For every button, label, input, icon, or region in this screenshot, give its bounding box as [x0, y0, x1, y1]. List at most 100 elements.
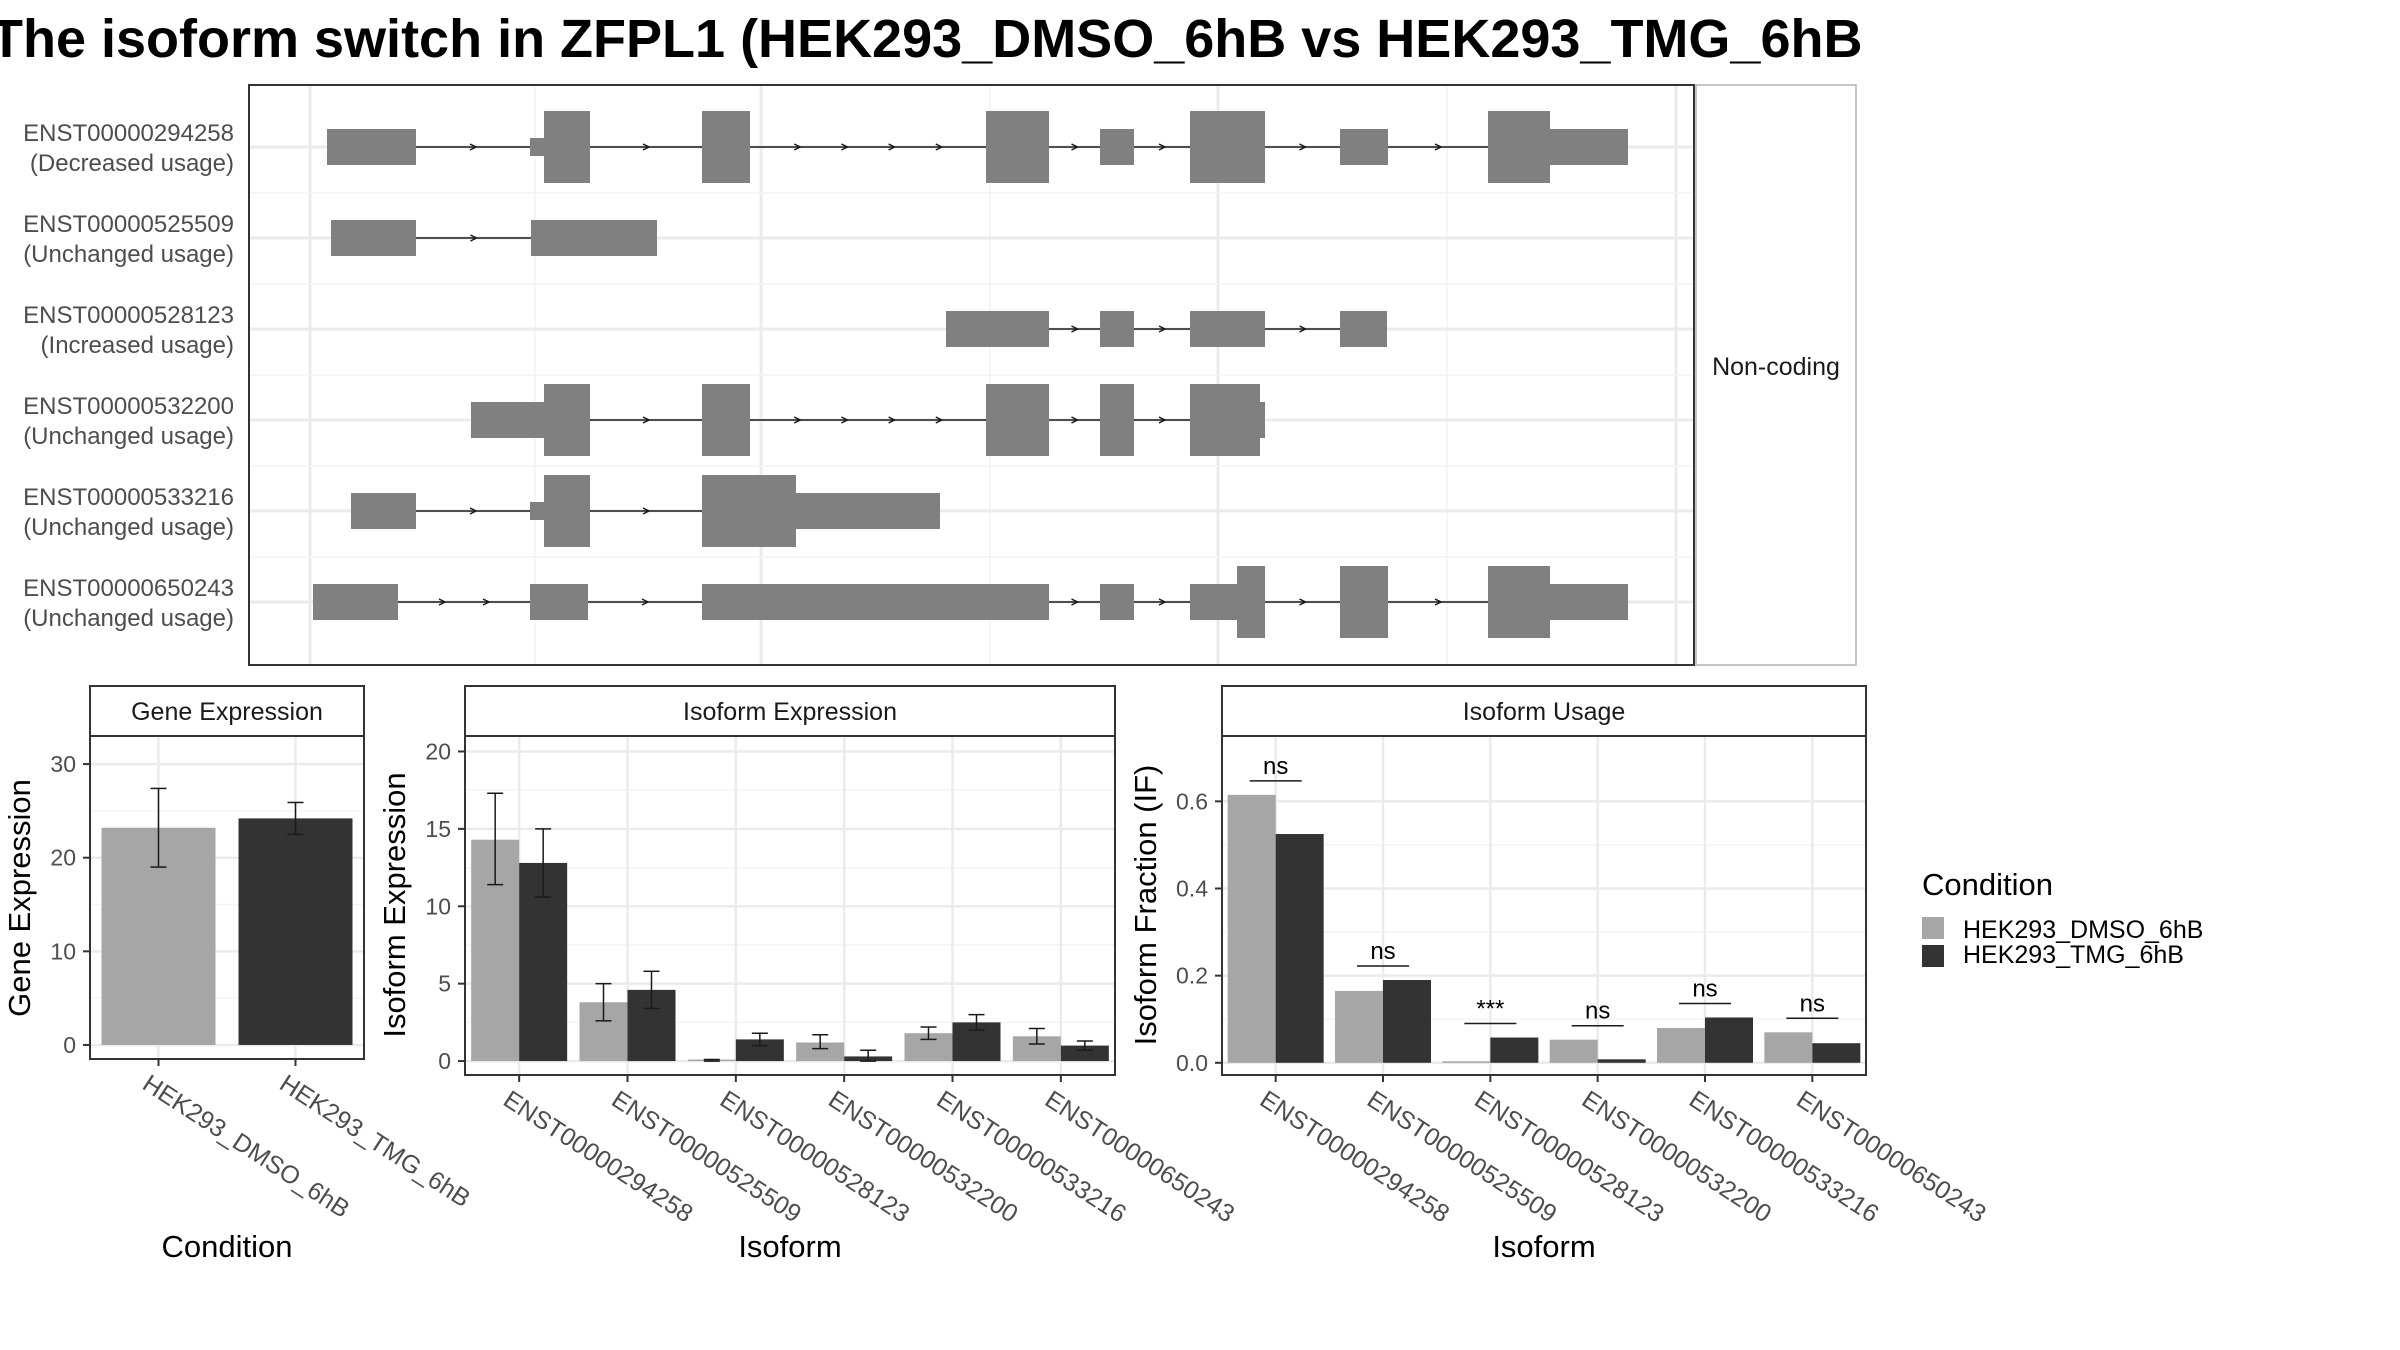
intron-direction-arrow [438, 598, 447, 606]
exon-block [351, 493, 416, 529]
exon-block [702, 111, 750, 183]
y-tick-label: 0 [438, 1048, 451, 1074]
x-tick-label: ENST00000294258 [1255, 1085, 1454, 1228]
y-tick-label: 20 [50, 845, 76, 871]
exon-block [327, 129, 416, 165]
bar-ENST00000650243-tmg [1812, 1043, 1861, 1063]
transcript-id-label: ENST00000532200 [23, 393, 234, 420]
intron-direction-arrow [1071, 598, 1080, 606]
x-tick-label: ENST00000650243 [1040, 1085, 1239, 1228]
exon-block [702, 475, 796, 547]
exon-block [1237, 566, 1265, 638]
intron-direction-arrow [935, 416, 944, 424]
x-tick-label: ENST00000294258 [498, 1085, 697, 1228]
transcript-structure-panel: ENST00000294258 (Decreased usage) ENST0000… [23, 84, 1857, 666]
intron-direction-arrow [641, 598, 650, 606]
x-tick-label: ENST00000532200 [1577, 1085, 1776, 1228]
transcript-usage-label: (Unchanged usage) [23, 241, 234, 268]
bar-ENST00000528123-dmso [1442, 1061, 1491, 1063]
bar-ENST00000525509-tmg [1383, 980, 1431, 1063]
x-tick-label: ENST00000528123 [715, 1085, 914, 1228]
strip-label: Isoform Expression [683, 698, 897, 726]
strip-label: Isoform Usage [1463, 698, 1626, 726]
y-tick-label: 15 [425, 816, 451, 842]
isoform-usage-panel: ns ns *** ns ns ns Isoform Usage 0.0 0.2 0.4 0.6 EN… [1128, 685, 1991, 1264]
y-tick-label: 0.0 [1176, 1050, 1208, 1076]
bar-ENST00000532200-dmso [796, 1042, 845, 1062]
bar-ENST00000650243-tmg [1060, 1045, 1109, 1062]
intron-direction-arrow [1158, 143, 1167, 151]
exon-block [544, 475, 590, 547]
intron-direction-arrow [1158, 416, 1167, 424]
bar-ENST00000294258-dmso [1227, 794, 1276, 1063]
y-tick-label: 5 [438, 971, 451, 997]
y-tick-label: 0 [63, 1032, 76, 1058]
bar-HEK293_TMG_6hB [238, 818, 353, 1045]
y-tick-label: 30 [50, 751, 76, 777]
legend-label-tmg: HEK293_TMG_6hB [1963, 941, 2184, 969]
figure-title: The isoform switch in ZFPL1 (HEK293_DMSO… [0, 9, 1863, 69]
bar-ENST00000525509-dmso [1335, 990, 1383, 1063]
intron-direction-arrow [1071, 416, 1080, 424]
bar-ENST00000528123-tmg [735, 1039, 784, 1062]
exon-block [544, 111, 590, 183]
x-tick-label: ENST00000525509 [607, 1085, 806, 1228]
x-tick-label: ENST00000525509 [1362, 1085, 1561, 1228]
intron-direction-arrow [1434, 143, 1443, 151]
bar-ENST00000532200-dmso [1549, 1039, 1598, 1063]
legend-title: Condition [1922, 867, 2053, 902]
exon-block [796, 493, 940, 529]
transcript-usage-label: (Unchanged usage) [23, 423, 234, 450]
x-axis-title: Isoform [1492, 1229, 1595, 1264]
intron-direction-arrow [841, 416, 850, 424]
intron-direction-arrow [642, 507, 651, 515]
exon-block [313, 584, 398, 620]
intron-direction-arrow [1434, 598, 1443, 606]
exon-block [1340, 311, 1387, 347]
exon-block [1100, 384, 1134, 456]
exon-block [530, 584, 588, 620]
y-tick-label: 0.4 [1176, 876, 1208, 902]
y-tick-label: 20 [425, 738, 451, 764]
transcript-usage-label: (Increased usage) [41, 332, 234, 359]
exon-block [986, 111, 1049, 183]
y-axis-title: Isoform Fraction (IF) [1128, 765, 1163, 1046]
exon-block [1340, 129, 1388, 165]
intron-direction-arrow [642, 416, 651, 424]
transcript-id-label: ENST00000533216 [23, 484, 234, 511]
exon-block [331, 220, 416, 256]
x-tick-label: ENST00000533216 [1684, 1085, 1883, 1228]
significance-label: ns [1800, 990, 1825, 1017]
y-tick-label: 0.2 [1176, 963, 1208, 989]
y-tick-label: 10 [425, 893, 451, 919]
significance-label: ns [1692, 975, 1717, 1002]
x-axis-title: Condition [162, 1229, 293, 1264]
exon-block [1190, 311, 1265, 347]
x-axis-title: Isoform [738, 1229, 841, 1264]
transcript-labels: ENST00000294258 (Decreased usage) ENST0000… [23, 120, 234, 632]
x-tick-label: ENST00000533216 [932, 1085, 1131, 1228]
strip [89, 685, 365, 737]
exon-block [1260, 402, 1265, 438]
significance-label: *** [1476, 996, 1504, 1023]
intron-direction-arrow [935, 143, 944, 151]
exon-block [471, 402, 544, 438]
exon-block [530, 502, 544, 520]
transcript-usage-label: (Unchanged usage) [23, 514, 234, 541]
intron-direction-arrow [1299, 143, 1308, 151]
transcript-id-label: ENST00000294258 [23, 120, 234, 147]
intron-direction-arrow [469, 507, 478, 515]
strip-label: Gene Expression [131, 698, 323, 726]
facet-strip [1695, 84, 1857, 666]
transcript-usage-label: (Unchanged usage) [23, 605, 234, 632]
bar-ENST00000294258-tmg [1275, 834, 1324, 1063]
intron-direction-arrow [1071, 143, 1080, 151]
y-axis-title: Isoform Expression [377, 772, 412, 1037]
intron-direction-arrow [841, 143, 850, 151]
intron-direction-arrow [469, 143, 478, 151]
intron-direction-arrow [482, 598, 491, 606]
exon-block [1190, 384, 1260, 456]
bar-ENST00000533216-tmg [1705, 1017, 1753, 1063]
transcript-id-label: ENST00000528123 [23, 302, 234, 329]
